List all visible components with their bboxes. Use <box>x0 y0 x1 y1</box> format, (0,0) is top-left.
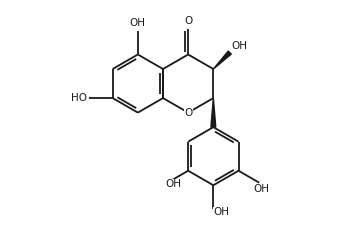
Text: O: O <box>184 16 192 26</box>
Text: OH: OH <box>254 184 270 194</box>
Text: OH: OH <box>213 207 229 217</box>
Text: OH: OH <box>165 179 181 189</box>
Polygon shape <box>211 98 216 127</box>
Text: O: O <box>184 108 192 118</box>
Text: HO: HO <box>71 93 87 103</box>
Text: OH: OH <box>130 18 146 28</box>
Text: OH: OH <box>232 41 248 51</box>
Polygon shape <box>213 51 231 69</box>
